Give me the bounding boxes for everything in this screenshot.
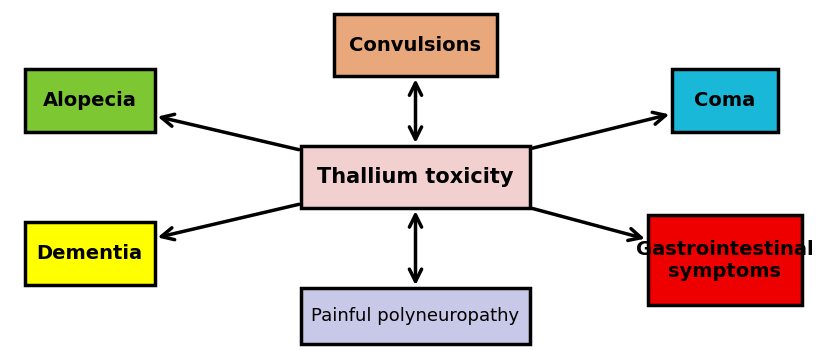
FancyBboxPatch shape xyxy=(647,215,803,306)
FancyBboxPatch shape xyxy=(334,14,497,76)
FancyBboxPatch shape xyxy=(25,69,155,132)
Text: Gastrointestinal
symptoms: Gastrointestinal symptoms xyxy=(637,240,814,281)
Text: Convulsions: Convulsions xyxy=(350,36,481,55)
FancyBboxPatch shape xyxy=(672,69,778,132)
FancyBboxPatch shape xyxy=(302,146,529,208)
Text: Painful polyneuropathy: Painful polyneuropathy xyxy=(312,307,519,325)
Text: Dementia: Dementia xyxy=(37,244,143,263)
Text: Alopecia: Alopecia xyxy=(43,91,136,110)
Text: Coma: Coma xyxy=(695,91,755,110)
FancyBboxPatch shape xyxy=(302,288,529,343)
FancyBboxPatch shape xyxy=(25,222,155,285)
Text: Thallium toxicity: Thallium toxicity xyxy=(317,167,514,187)
